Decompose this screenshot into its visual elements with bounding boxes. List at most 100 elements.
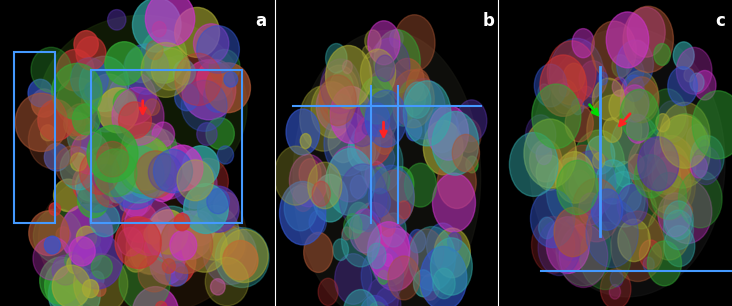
Circle shape [643, 257, 654, 272]
Circle shape [579, 61, 607, 97]
Circle shape [624, 75, 644, 101]
Circle shape [321, 59, 361, 114]
Circle shape [593, 153, 605, 169]
Circle shape [108, 9, 126, 30]
Circle shape [548, 41, 596, 105]
Text: a: a [255, 12, 266, 30]
Circle shape [289, 155, 327, 207]
Circle shape [408, 226, 455, 291]
Circle shape [335, 254, 372, 304]
Circle shape [628, 138, 669, 191]
Circle shape [52, 255, 79, 285]
Circle shape [367, 222, 410, 280]
Circle shape [141, 43, 190, 97]
Circle shape [118, 227, 143, 256]
Circle shape [312, 181, 330, 206]
Circle shape [639, 240, 662, 269]
Circle shape [635, 155, 667, 198]
Circle shape [209, 50, 240, 84]
Circle shape [378, 270, 389, 284]
Circle shape [526, 115, 556, 155]
Circle shape [53, 179, 83, 211]
Circle shape [369, 165, 414, 228]
Circle shape [85, 82, 100, 99]
Circle shape [38, 100, 75, 141]
Circle shape [91, 98, 122, 132]
Circle shape [360, 133, 403, 192]
Circle shape [146, 0, 195, 46]
Circle shape [615, 162, 634, 187]
Circle shape [72, 233, 122, 289]
Circle shape [224, 72, 238, 87]
Circle shape [76, 226, 97, 249]
Circle shape [207, 188, 229, 214]
Circle shape [182, 60, 236, 120]
Circle shape [592, 78, 624, 120]
Circle shape [94, 149, 137, 197]
Text: b: b [483, 12, 495, 30]
Circle shape [566, 151, 616, 217]
Circle shape [55, 146, 90, 185]
Circle shape [399, 80, 425, 117]
Circle shape [414, 270, 433, 297]
Circle shape [370, 38, 410, 94]
Circle shape [87, 125, 138, 182]
Circle shape [375, 287, 401, 306]
Circle shape [182, 222, 228, 272]
Circle shape [556, 213, 611, 286]
Circle shape [152, 48, 189, 90]
Circle shape [565, 105, 594, 142]
Circle shape [430, 238, 472, 295]
Circle shape [342, 227, 351, 240]
Circle shape [144, 40, 183, 83]
Circle shape [92, 256, 112, 279]
Circle shape [108, 151, 161, 209]
Circle shape [610, 211, 665, 282]
Circle shape [652, 144, 690, 193]
Polygon shape [39, 162, 247, 306]
Circle shape [132, 0, 181, 52]
Circle shape [687, 124, 709, 154]
Circle shape [203, 225, 257, 285]
Circle shape [45, 259, 91, 306]
Circle shape [660, 102, 710, 168]
Circle shape [33, 209, 82, 263]
Circle shape [125, 47, 157, 82]
Circle shape [115, 217, 161, 268]
Circle shape [365, 161, 386, 191]
Circle shape [67, 118, 101, 156]
Circle shape [284, 186, 317, 231]
Circle shape [524, 119, 576, 188]
Circle shape [365, 103, 389, 136]
Circle shape [407, 69, 430, 101]
Circle shape [563, 63, 585, 91]
Circle shape [664, 114, 706, 169]
Circle shape [329, 94, 354, 128]
Circle shape [205, 257, 249, 306]
Circle shape [75, 169, 105, 201]
Circle shape [146, 206, 198, 264]
Circle shape [76, 37, 106, 70]
Circle shape [79, 56, 129, 111]
Circle shape [587, 95, 642, 167]
Circle shape [654, 43, 671, 65]
Circle shape [177, 160, 214, 201]
Circle shape [673, 42, 694, 69]
Circle shape [149, 171, 176, 202]
Circle shape [632, 40, 646, 58]
Circle shape [388, 256, 420, 300]
Circle shape [80, 150, 119, 194]
Circle shape [57, 49, 94, 91]
Circle shape [40, 257, 82, 304]
Circle shape [193, 24, 229, 63]
Circle shape [60, 147, 99, 190]
Circle shape [617, 185, 648, 225]
Circle shape [313, 174, 348, 222]
Circle shape [374, 170, 414, 225]
Circle shape [45, 143, 69, 171]
Circle shape [389, 29, 403, 48]
Circle shape [350, 175, 367, 199]
Circle shape [324, 111, 371, 176]
Circle shape [326, 148, 375, 216]
Circle shape [175, 7, 220, 58]
